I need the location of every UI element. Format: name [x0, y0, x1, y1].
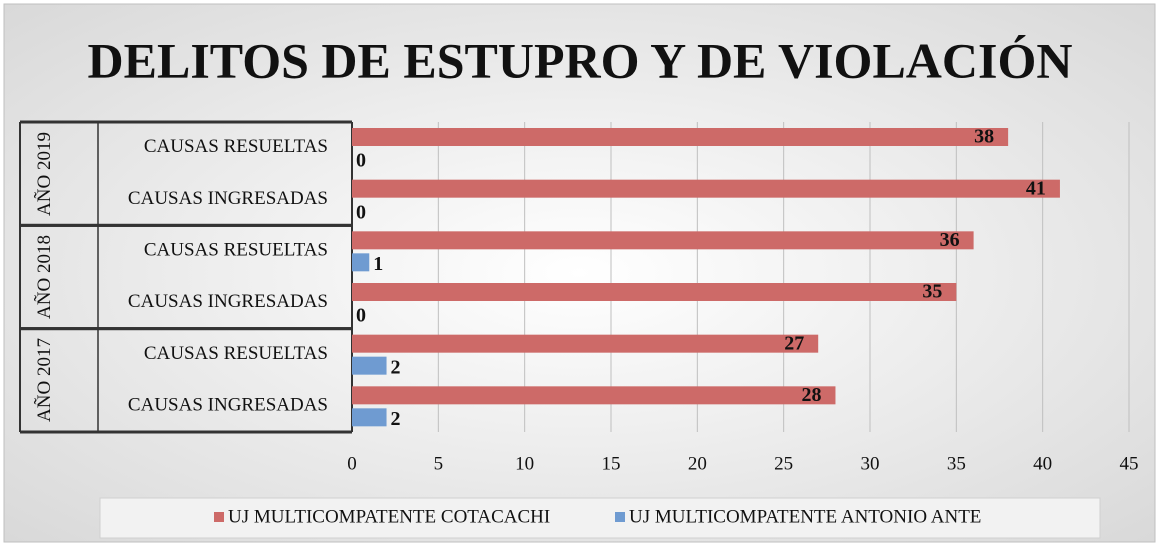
legend-box: [99, 497, 1101, 539]
x-tick-label: 10: [515, 453, 534, 474]
y-tick-label: CAUSAS RESUELTAS: [144, 240, 328, 261]
y-tick-label: CAUSAS RESUELTAS: [144, 136, 328, 157]
legend-swatch: [214, 512, 224, 522]
bar: [352, 283, 957, 301]
group-label: AÑO 2017: [34, 338, 55, 423]
data-label: 38: [974, 126, 994, 148]
x-tick-label: 40: [1033, 453, 1052, 474]
y-tick-label: CAUSAS INGRESADAS: [128, 395, 328, 416]
x-tick-label: 0: [347, 453, 357, 474]
data-label: 35: [922, 281, 942, 303]
bar: [352, 253, 370, 272]
x-tick-label: 30: [861, 453, 880, 474]
data-label: 0: [356, 150, 366, 172]
x-tick-label: 25: [774, 453, 793, 474]
data-label: 2: [391, 356, 401, 378]
data-label: 0: [356, 305, 366, 327]
legend-label: UJ MULTICOMPATENTE ANTONIO ANTE: [629, 506, 981, 527]
group-label: AÑO 2019: [34, 131, 55, 216]
bar: [352, 128, 1009, 146]
x-tick-label: 35: [947, 453, 966, 474]
bar: [352, 386, 836, 405]
x-tick-label: 5: [434, 453, 444, 474]
background: [3, 3, 1156, 543]
data-label: 0: [356, 201, 366, 223]
bar: [352, 356, 387, 375]
x-tick-label: 20: [688, 453, 707, 474]
data-label: 27: [784, 332, 804, 354]
data-label: 41: [1026, 177, 1046, 199]
legend-label: UJ MULTICOMPATENTE COTACACHI: [228, 506, 550, 527]
data-label: 28: [801, 384, 821, 406]
chart-title: DELITOS DE ESTUPRO Y DE VIOLACIÓN: [88, 32, 1073, 88]
bar: [352, 334, 819, 353]
group-label: AÑO 2018: [34, 235, 55, 319]
y-tick-label: CAUSAS INGRESADAS: [128, 188, 328, 209]
x-tick-label: 15: [602, 453, 621, 474]
data-label: 36: [940, 229, 960, 251]
y-tick-label: CAUSAS RESUELTAS: [144, 343, 328, 364]
data-label: 2: [391, 408, 401, 430]
legend-swatch: [615, 512, 625, 522]
bar: [352, 231, 974, 250]
bar: [352, 179, 1060, 198]
y-tick-label: CAUSAS INGRESADAS: [128, 291, 328, 312]
x-tick-label: 45: [1120, 453, 1139, 474]
data-label: 1: [373, 253, 383, 275]
bar: [352, 408, 387, 427]
